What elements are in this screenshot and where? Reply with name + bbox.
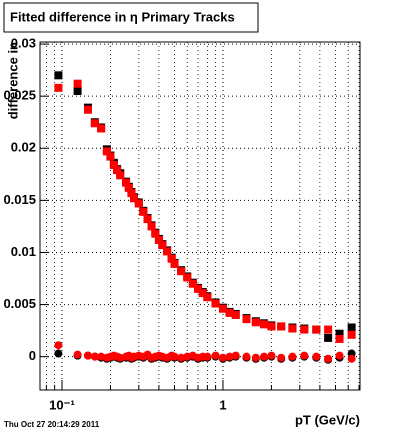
- point: [203, 352, 212, 361]
- point: [151, 229, 160, 238]
- point: [288, 324, 297, 333]
- point: [260, 320, 269, 329]
- point: [124, 183, 133, 192]
- point: [90, 352, 99, 361]
- point: [242, 315, 251, 324]
- point: [113, 166, 122, 175]
- point: [198, 289, 207, 298]
- point: [97, 124, 106, 133]
- point: [277, 322, 286, 331]
- point: [347, 323, 356, 332]
- chart-title: Fitted difference in η Primary Tracks: [10, 9, 235, 24]
- point: [324, 354, 333, 363]
- point: [143, 215, 152, 224]
- x-tick-label: 10⁻¹: [49, 397, 75, 412]
- y-tick-label: 0.02: [11, 140, 36, 155]
- point: [203, 293, 212, 302]
- point: [106, 152, 115, 161]
- point: [277, 353, 286, 362]
- x-tick-label: 1: [219, 397, 226, 412]
- point: [54, 71, 63, 80]
- y-tick-label: 0: [29, 348, 36, 363]
- point: [129, 194, 138, 203]
- x-axis-label: pT (GeV/c): [295, 412, 360, 427]
- point: [312, 325, 321, 334]
- point: [218, 353, 227, 362]
- point: [73, 350, 82, 359]
- point: [158, 241, 167, 250]
- y-tick-label: 0.015: [3, 192, 36, 207]
- point: [73, 86, 82, 95]
- point: [90, 119, 99, 128]
- frame: [39, 41, 361, 391]
- point: [267, 322, 276, 331]
- point: [83, 105, 92, 114]
- point: [134, 199, 143, 208]
- point: [300, 325, 309, 334]
- point: [122, 178, 131, 187]
- point: [231, 310, 240, 319]
- point: [170, 352, 179, 361]
- timestamp: Thu Oct 27 20:14:29 2011: [4, 420, 100, 429]
- point: [167, 254, 176, 263]
- point: [163, 247, 172, 256]
- y-tick-label: 0.005: [3, 296, 36, 311]
- point: [188, 279, 197, 288]
- point: [312, 352, 321, 361]
- y-tick-label: 0.025: [3, 88, 36, 103]
- point: [211, 351, 220, 360]
- point: [177, 267, 186, 276]
- point: [260, 352, 269, 361]
- point: [177, 353, 186, 362]
- point: [335, 351, 344, 360]
- point: [83, 351, 92, 360]
- point: [218, 304, 227, 313]
- point: [147, 222, 156, 231]
- point: [324, 333, 333, 342]
- point: [139, 207, 148, 216]
- point: [127, 189, 136, 198]
- point: [54, 341, 63, 350]
- point: [194, 284, 203, 293]
- point: [267, 351, 276, 360]
- point: [73, 79, 82, 88]
- point: [251, 353, 260, 362]
- point: [183, 273, 192, 282]
- point: [102, 147, 111, 156]
- y-tick-label: 0.03: [11, 36, 36, 51]
- point: [347, 354, 356, 363]
- point: [225, 352, 234, 361]
- point: [335, 334, 344, 343]
- point: [251, 318, 260, 327]
- point: [300, 351, 309, 360]
- point: [324, 325, 333, 334]
- point: [347, 330, 356, 339]
- point: [54, 349, 63, 358]
- point: [170, 259, 179, 268]
- point: [154, 235, 163, 244]
- point: [231, 351, 240, 360]
- point: [242, 352, 251, 361]
- point: [335, 329, 344, 338]
- point: [225, 308, 234, 317]
- point: [109, 160, 118, 169]
- title-box: [3, 2, 259, 33]
- point: [211, 299, 220, 308]
- point: [116, 171, 125, 180]
- point: [288, 352, 297, 361]
- y-axis-label: difference in: [5, 42, 20, 119]
- point: [54, 83, 63, 92]
- y-tick-label: 0.01: [11, 244, 36, 259]
